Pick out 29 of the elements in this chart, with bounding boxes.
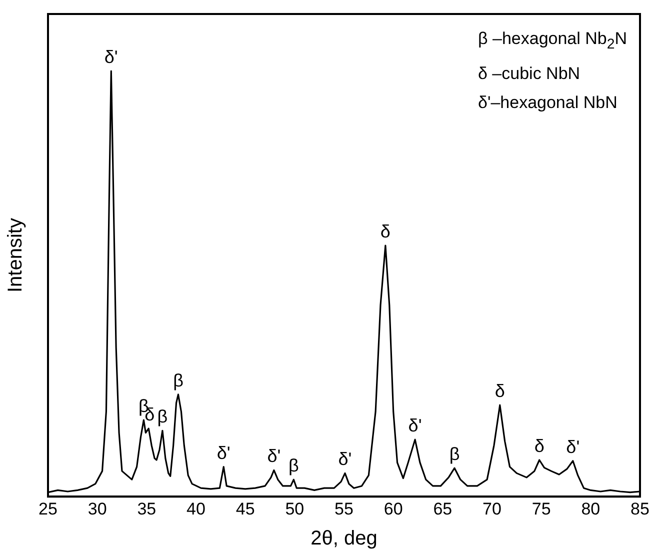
- x-tick-label: 60: [384, 499, 403, 518]
- x-tick-label: 50: [285, 499, 304, 518]
- x-tick-label: 30: [88, 499, 107, 518]
- annotation: δ': [566, 436, 580, 457]
- phase-key: β –hexagonal Nb$_{2}$N δ –cubic NbN δ'–hexagonal NbN: [478, 24, 628, 118]
- x-axis-title: 2θ, deg: [310, 528, 378, 550]
- x-tick-label: 35: [137, 499, 156, 518]
- annotation: δ': [104, 46, 118, 67]
- annotation: β: [288, 456, 299, 476]
- x-tick-label: 70: [482, 499, 502, 518]
- annotation: δ: [534, 436, 544, 456]
- x-tick-label: 85: [630, 499, 650, 518]
- annotation: δ': [216, 442, 230, 463]
- annotation: β: [157, 406, 168, 427]
- annotation: β: [173, 370, 184, 390]
- x-tick-label: 45: [236, 499, 255, 518]
- annotation: δ: [380, 221, 390, 242]
- x-tick-label: 75: [532, 499, 551, 518]
- annotation: δ': [267, 446, 281, 466]
- x-tick-label: 80: [581, 499, 600, 518]
- x-tick-label: 55: [334, 499, 354, 518]
- annotation: δ': [408, 416, 422, 436]
- x-tick-label: 65: [433, 499, 452, 518]
- annotation: δ': [338, 449, 352, 470]
- x-tick-label: 25: [38, 499, 58, 518]
- y-axis-title: Intensity: [4, 218, 27, 293]
- annotation: δ: [494, 381, 505, 402]
- x-tick-label: 40: [186, 499, 206, 518]
- annotation: β: [449, 444, 460, 464]
